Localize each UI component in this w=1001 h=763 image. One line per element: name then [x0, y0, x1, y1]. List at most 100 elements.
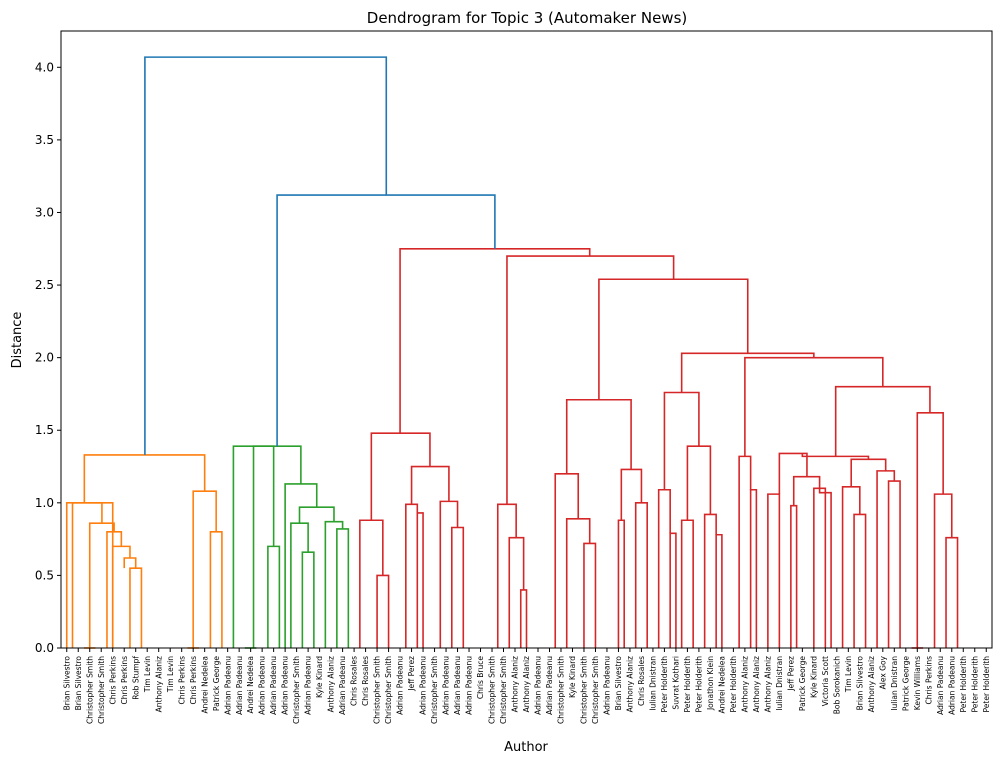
x-tick-label: Adrian Padeanu — [419, 656, 428, 715]
dendrogram-link — [284, 483, 318, 648]
dendrogram-link — [192, 490, 217, 648]
x-tick-label: Christopher Smith — [591, 656, 600, 724]
dendrogram-link — [439, 500, 459, 648]
dendrogram-link — [813, 487, 827, 648]
x-tick-label: Adrian Padeanu — [545, 656, 554, 715]
dendrogram-link — [301, 551, 315, 648]
x-tick-label: Christopher Smith — [384, 656, 393, 724]
x-tick-label: Adrian Padeanu — [235, 656, 244, 715]
x-tick-label: Andrei Nedelea — [246, 656, 255, 714]
dendrogram-link — [496, 503, 517, 648]
x-tick-label: Chris Perkins — [924, 656, 933, 705]
dendrogram-link — [88, 522, 115, 648]
x-tick-label: Peter Holderith — [683, 656, 692, 713]
dendrogram-link — [834, 385, 931, 457]
dendrogram-links — [65, 56, 959, 649]
dendrogram-link — [887, 480, 901, 648]
x-tick-label: Chris Rosales — [350, 656, 359, 706]
dendrogram-link — [376, 574, 390, 648]
x-tick-label: Kevin Williams — [913, 656, 922, 710]
dendrogram-link — [416, 512, 424, 648]
dendrogram-link — [680, 352, 815, 393]
y-tick-label: 3.0 — [35, 205, 54, 219]
x-tick-label: Anthony Alaniz — [626, 656, 635, 712]
x-tick-label: Christopher Smith — [85, 656, 94, 724]
dendrogram-link — [123, 557, 137, 569]
x-tick-label: Christopher Smith — [499, 656, 508, 724]
x-tick-label: Suvrat Kothari — [672, 656, 681, 710]
x-tick-label: Anthony Alaniz — [522, 656, 531, 712]
x-tick-label: Adrian Padeanu — [442, 656, 451, 715]
x-tick-label: Adrian Padeanu — [936, 656, 945, 715]
x-tick-label: Bob Sorokanich — [832, 656, 841, 715]
dendrogram-link — [945, 536, 959, 648]
dendrogram-link — [916, 412, 944, 648]
x-tick-label: Anthony Alaniz — [511, 656, 520, 712]
dendrogram-link — [583, 542, 597, 648]
dendrogram-link — [634, 502, 648, 648]
dendrogram-link — [738, 455, 752, 648]
x-tick-label: Chris Perkins — [108, 656, 117, 705]
x-tick-label: Adrian Padeanu — [453, 656, 462, 715]
x-tick-label: Christopher Smith — [557, 656, 566, 724]
dendrogram-link — [841, 486, 861, 648]
x-tick-label: Adrian Padeanu — [281, 656, 290, 715]
y-axis-label: Distance — [10, 312, 25, 369]
x-tick-label: Adrian Padeanu — [304, 656, 313, 715]
x-tick-label: Iulian Dnistran — [775, 656, 784, 711]
dendrogram-link — [399, 247, 591, 434]
dendrogram-link — [506, 255, 675, 505]
dendrogram-link — [450, 526, 465, 648]
dendrogram-link — [778, 452, 808, 495]
dendrogram-link — [715, 533, 723, 648]
x-tick-label: Peter Holderith — [959, 656, 968, 713]
dendrogram-link — [680, 519, 694, 648]
x-tick-label: Patrick George — [901, 656, 910, 711]
dendrogram-link — [106, 531, 123, 648]
x-tick-label: Adrian Padeanu — [223, 656, 232, 715]
x-tick-label: Alex Goy — [878, 655, 887, 689]
x-tick-label: Andrei Nedelea — [717, 656, 726, 714]
x-tick-label: Anthony Alaniz — [154, 656, 163, 712]
x-tick-label: Adrian Padeanu — [338, 656, 347, 715]
dendrogram-link — [657, 488, 671, 648]
y-tick-label: 2.0 — [35, 351, 54, 365]
dendrogram-link — [209, 531, 223, 648]
dendrogram-link — [853, 513, 867, 648]
x-tick-label: Rob Stumpf — [131, 656, 140, 700]
x-tick-label: Kyle Kinard — [315, 656, 324, 698]
x-tick-label: Peter Holderith — [660, 656, 669, 713]
dendrogram-link — [359, 519, 384, 648]
x-tick-label: Peter Holderith — [982, 656, 991, 713]
x-tick-label: Anthony Alaniz — [763, 656, 772, 712]
dendrogram-link — [790, 504, 798, 648]
dendrogram-link — [129, 567, 143, 648]
x-tick-label: Christopher Smith — [97, 656, 106, 724]
x-axis: Brian Silvestro Brian Silvestro Christophe… — [62, 648, 991, 724]
x-tick-label: Andrei Nedelea — [200, 656, 209, 714]
dendrogram-link — [792, 475, 821, 506]
dendrogram-link — [933, 493, 953, 648]
x-tick-label: Christopher Smith — [373, 656, 382, 724]
dendrogram-link — [405, 503, 419, 648]
dendrogram-link — [663, 391, 700, 490]
dendrogram-link — [565, 398, 632, 474]
dendrogram-link — [336, 528, 350, 648]
x-tick-label: Jeff Perez — [786, 656, 795, 692]
dendrogram-link — [111, 545, 131, 648]
x-tick-label: Chris Perkins — [177, 656, 186, 705]
x-tick-label: Chris Perkins — [120, 656, 129, 705]
x-tick-label: Adrian Padeanu — [603, 656, 612, 715]
y-tick-label: 2.5 — [35, 278, 54, 292]
x-tick-label: Iulian Dnistran — [890, 656, 899, 711]
dendrogram-link — [669, 532, 677, 648]
dendrogram-link — [767, 493, 781, 648]
x-tick-label: Chris Perkins — [189, 656, 198, 705]
x-tick-label: Iulian Dnistran — [649, 656, 658, 711]
dendrogram-link — [686, 445, 712, 521]
x-tick-label: Christopher Smith — [580, 656, 589, 724]
plot-frame — [60, 30, 993, 649]
x-tick-label: Adrian Padeanu — [258, 656, 267, 715]
x-tick-label: Christopher Smith — [488, 656, 497, 724]
